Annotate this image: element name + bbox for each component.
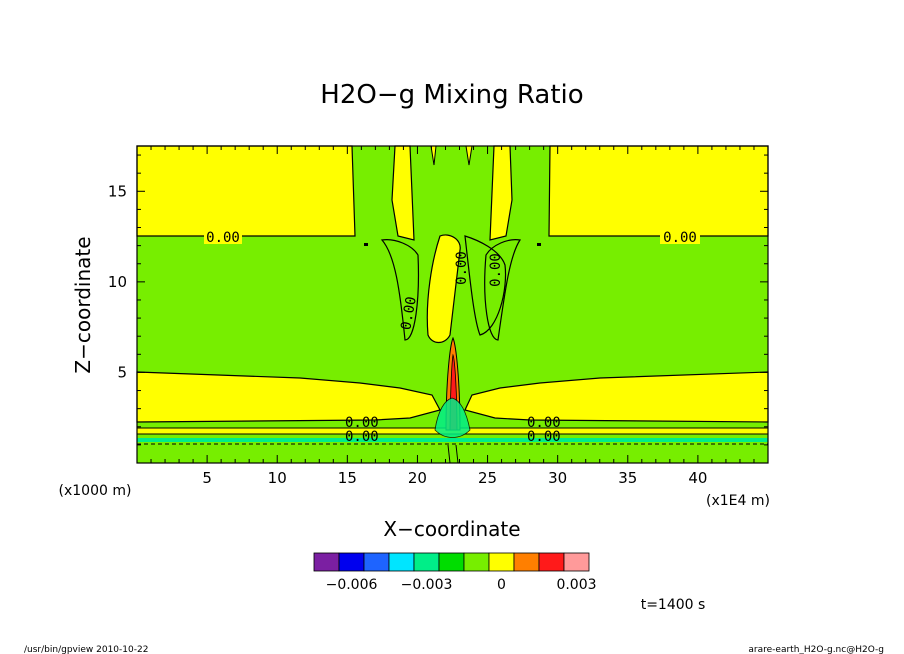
contour-left-lobe xyxy=(380,239,419,341)
contour-label: 0.00 xyxy=(454,251,470,285)
y-tick-label: 5 xyxy=(117,363,127,381)
contour-label: 0.00 xyxy=(345,429,379,445)
chart-title: H2O−g Mixing Ratio xyxy=(320,80,583,110)
footer-left: /usr/bin/gpview 2010-10-22 xyxy=(24,645,148,654)
x-tick-label: 35 xyxy=(618,469,637,487)
x-tick-label: 20 xyxy=(408,469,427,487)
contour-label: 0.00 xyxy=(663,230,697,246)
x-tick-label: 40 xyxy=(688,469,707,487)
contour-label: 0.00 xyxy=(206,230,240,246)
x-tick-label: 5 xyxy=(202,469,212,487)
colorbar-swatch xyxy=(538,552,565,572)
colorbar xyxy=(313,552,590,572)
colorbar-swatch xyxy=(338,552,365,572)
contour-label-bg xyxy=(660,230,700,244)
contour-label: 0.00 xyxy=(527,415,561,431)
x-tick-label: 10 xyxy=(268,469,287,487)
colorbar-swatch xyxy=(463,552,490,572)
axis-ticks xyxy=(137,146,768,463)
contour-label: 0.00 xyxy=(527,429,561,445)
plot-frame xyxy=(136,145,769,464)
x-tick-label: 15 xyxy=(338,469,357,487)
contour-labels: 0.00 0.00 0.00 0.00 0.00 0.00 0.00 0.00 … xyxy=(204,230,700,445)
region-upper-left xyxy=(136,145,356,237)
contour-label: 0.00 xyxy=(488,253,504,287)
dot-right xyxy=(537,243,541,246)
colorbar-labels: −0.006 −0.003 0 0.003 xyxy=(326,577,597,593)
colorbar-tick-label: 0.003 xyxy=(556,577,596,593)
plume-root xyxy=(447,444,459,464)
contour-label: 0.00 xyxy=(398,295,420,331)
colorbar-swatch xyxy=(313,552,340,572)
colorbar-tick-label: −0.006 xyxy=(326,577,378,593)
y-unit-label: (x1000 m) xyxy=(59,483,132,499)
y-axis-label: Z−coordinate xyxy=(71,236,95,373)
colorbar-tick-label: −0.003 xyxy=(401,577,453,593)
x-tick-labels: 5 10 15 20 25 30 35 40 xyxy=(202,469,707,487)
time-label: t=1400 s xyxy=(641,597,706,613)
region-lower-left xyxy=(136,371,441,423)
x-axis-label: X−coordinate xyxy=(383,517,520,541)
region-central-column xyxy=(426,234,461,344)
footer-right: arare-earth_H2O-g.nc@H2O-g xyxy=(748,645,884,654)
x-unit-label: (x1E4 m) xyxy=(706,493,770,509)
colorbar-swatch xyxy=(488,552,515,572)
region-upper-right xyxy=(548,145,769,237)
contour-label-bg xyxy=(204,230,242,244)
plot-area: 0.00 0.00 0.00 0.00 0.00 0.00 0.00 0.00 … xyxy=(136,145,769,464)
x-tick-label: 25 xyxy=(478,469,497,487)
y-tick-label: 10 xyxy=(108,273,127,291)
colorbar-swatch xyxy=(388,552,415,572)
y-tick-labels: 5 10 15 xyxy=(108,182,127,381)
region-lower-right xyxy=(464,371,769,423)
contour-label: 0.00 xyxy=(345,415,379,431)
y-tick-label: 15 xyxy=(108,182,127,200)
dot-left xyxy=(364,243,368,246)
colorbar-swatch xyxy=(438,552,465,572)
contour-right-lobe xyxy=(484,239,522,341)
x-tick-label: 30 xyxy=(548,469,567,487)
plume-base xyxy=(434,397,471,438)
colorbar-swatch xyxy=(413,552,440,572)
colorbar-swatch xyxy=(513,552,540,572)
colorbar-swatch xyxy=(563,552,590,572)
band-2 xyxy=(137,438,768,442)
colorbar-tick-label: 0 xyxy=(497,577,506,593)
colorbar-swatch xyxy=(363,552,390,572)
